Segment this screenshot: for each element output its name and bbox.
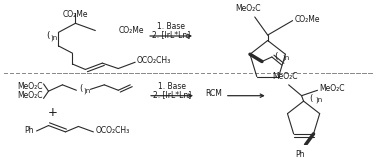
Text: OCO₂CH₃: OCO₂CH₃ — [136, 56, 170, 65]
Text: MeO₂C: MeO₂C — [235, 4, 260, 13]
Text: CO₂Me: CO₂Me — [118, 26, 144, 35]
Text: Ph: Ph — [24, 126, 33, 135]
Text: )n: )n — [51, 35, 58, 41]
Text: (: ( — [79, 84, 82, 93]
Text: OCO₂CH₃: OCO₂CH₃ — [95, 126, 130, 135]
Text: (: ( — [310, 94, 313, 103]
Text: 2. [IrL*Ln]: 2. [IrL*Ln] — [153, 90, 191, 99]
Text: MeO₂C: MeO₂C — [319, 84, 345, 93]
Text: MeO₂C: MeO₂C — [17, 82, 43, 91]
Text: (: ( — [46, 31, 49, 41]
Text: )n: )n — [316, 97, 323, 104]
Text: )n: )n — [282, 55, 290, 61]
Text: 1. Base: 1. Base — [158, 82, 186, 91]
Text: 1. Base: 1. Base — [157, 22, 185, 31]
Text: CO₂Me: CO₂Me — [63, 10, 88, 19]
Text: Ph: Ph — [295, 150, 304, 159]
Text: MeO₂C: MeO₂C — [17, 91, 43, 100]
Text: RCM: RCM — [206, 89, 222, 98]
Text: +: + — [48, 106, 57, 119]
Text: CO₂Me: CO₂Me — [294, 15, 320, 24]
Text: )n: )n — [84, 87, 91, 93]
Text: MeO₂C: MeO₂C — [272, 72, 297, 81]
Text: (: ( — [274, 52, 277, 61]
Text: 2. [IrL*Ln]: 2. [IrL*Ln] — [152, 31, 190, 40]
